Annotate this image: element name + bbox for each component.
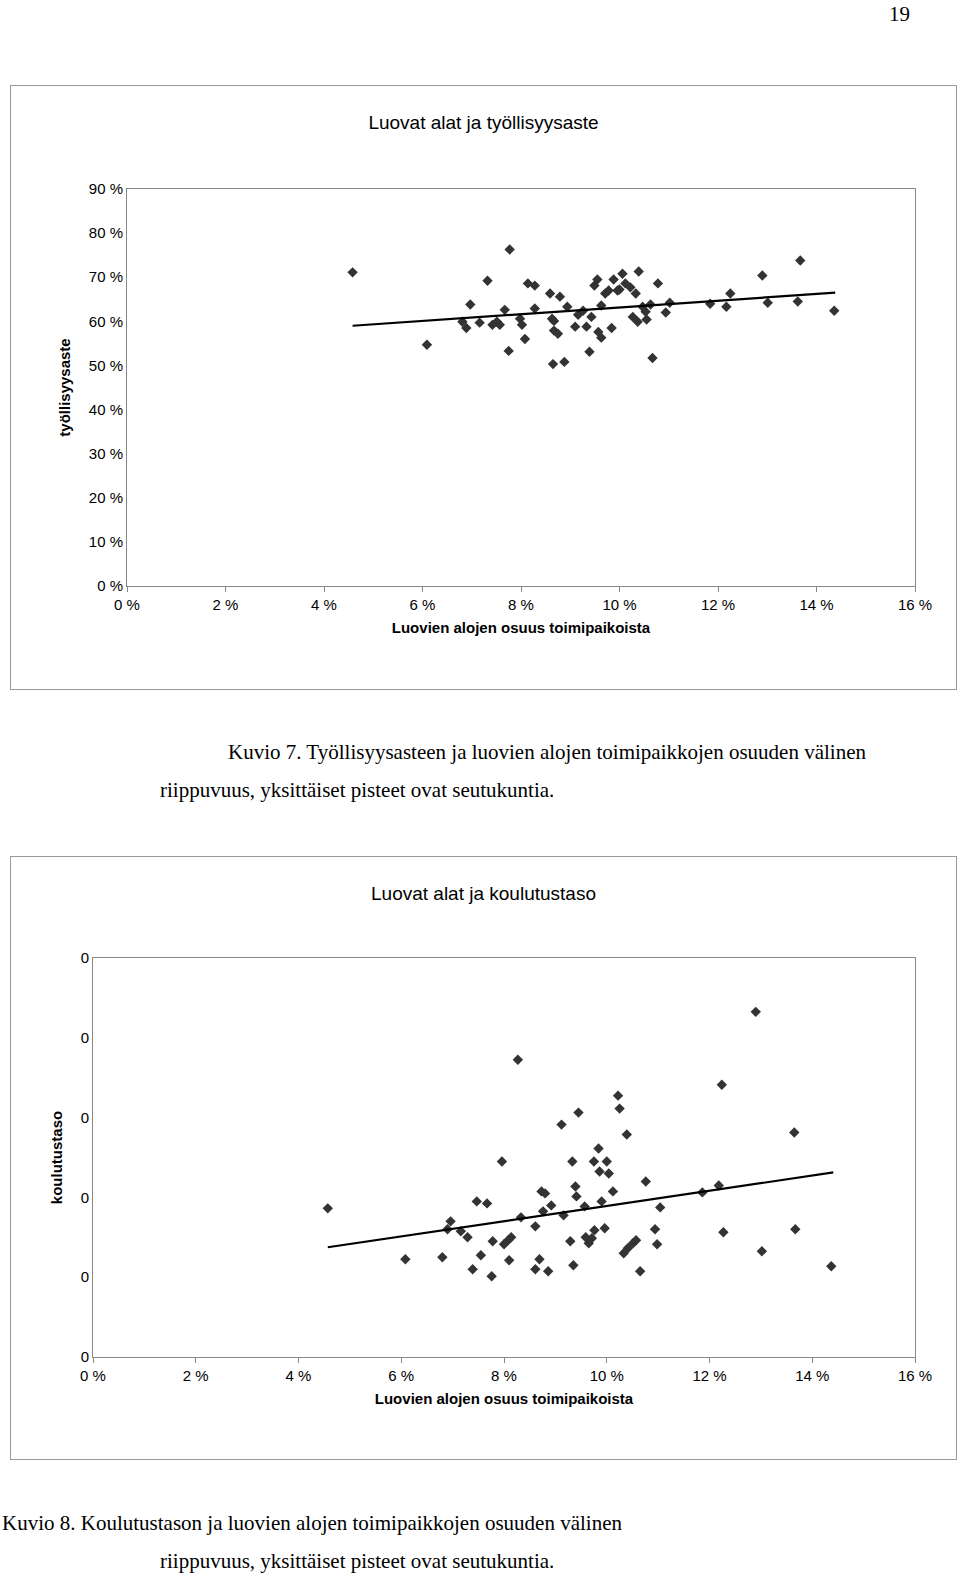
svg-text:8 %: 8 % xyxy=(508,596,534,613)
svg-text:4 %: 4 % xyxy=(311,596,337,613)
svg-text:10 %: 10 % xyxy=(590,1367,624,1384)
svg-text:16 %: 16 % xyxy=(898,596,932,613)
svg-text:10 %: 10 % xyxy=(89,533,123,550)
svg-text:0: 0 xyxy=(81,1109,89,1126)
svg-text:0: 0 xyxy=(81,1348,89,1365)
svg-text:14 %: 14 % xyxy=(799,596,833,613)
svg-text:Luovien alojen osuus toimipaik: Luovien alojen osuus toimipaikoista xyxy=(375,1390,634,1407)
svg-text:0: 0 xyxy=(81,949,89,966)
svg-text:8 %: 8 % xyxy=(491,1367,517,1384)
svg-text:työllisyysaste: työllisyysaste xyxy=(56,338,73,436)
svg-text:4 %: 4 % xyxy=(286,1367,312,1384)
svg-text:10 %: 10 % xyxy=(602,596,636,613)
html-text:riippuvuus, yksittäiset pistee: riippuvuus, yksittäiset pisteet ovat seu… xyxy=(160,1549,555,1573)
svg-text:50 %: 50 % xyxy=(89,357,123,374)
svg-text:koulutustaso: koulutustaso xyxy=(48,1111,65,1204)
svg-text:20 %: 20 % xyxy=(89,489,123,506)
html-text:Kuvio 7. Työllisyysasteen ja l: Kuvio 7. Työllisyysasteen ja luovien alo… xyxy=(228,740,866,764)
svg-text:Luovien alojen osuus toimipaik: Luovien alojen osuus toimipaikoista xyxy=(392,619,651,636)
svg-text:0: 0 xyxy=(81,1268,89,1285)
svg-text:60 %: 60 % xyxy=(89,313,123,330)
svg-text:12 %: 12 % xyxy=(701,596,735,613)
svg-text:16 %: 16 % xyxy=(898,1367,932,1384)
svg-text:90 %: 90 % xyxy=(89,180,123,197)
svg-text:Luovat alat ja koulutustaso: Luovat alat ja koulutustaso xyxy=(371,883,596,904)
svg-text:2 %: 2 % xyxy=(213,596,239,613)
svg-text:12 %: 12 % xyxy=(692,1367,726,1384)
html-text:19: 19 xyxy=(889,2,910,26)
svg-text:80 %: 80 % xyxy=(89,224,123,241)
svg-text:0 %: 0 % xyxy=(114,596,140,613)
svg-text:70 %: 70 % xyxy=(89,268,123,285)
svg-text:0: 0 xyxy=(81,1029,89,1046)
svg-text:0 %: 0 % xyxy=(80,1367,106,1384)
svg-text:Luovat alat ja työllisyysaste: Luovat alat ja työllisyysaste xyxy=(368,112,598,133)
svg-text:6 %: 6 % xyxy=(388,1367,414,1384)
svg-text:0: 0 xyxy=(81,1189,89,1206)
svg-text:2 %: 2 % xyxy=(183,1367,209,1384)
html-text:Kuvio 8. Koulutustason ja luov: Kuvio 8. Koulutustason ja luovien alojen… xyxy=(2,1511,622,1535)
svg-text:40 %: 40 % xyxy=(89,401,123,418)
svg-text:14 %: 14 % xyxy=(795,1367,829,1384)
html-text:riippuvuus, yksittäiset pistee: riippuvuus, yksittäiset pisteet ovat seu… xyxy=(160,778,555,802)
svg-text:30 %: 30 % xyxy=(89,445,123,462)
svg-text:0 %: 0 % xyxy=(97,577,123,594)
svg-text:6 %: 6 % xyxy=(410,596,436,613)
